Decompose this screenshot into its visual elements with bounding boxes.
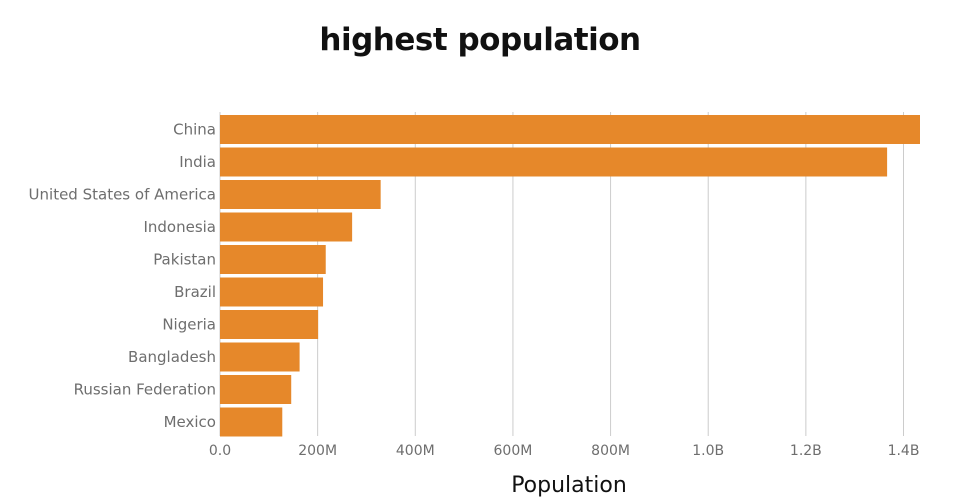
bars — [220, 115, 920, 437]
bar — [220, 375, 292, 404]
x-tick-label: 600M — [494, 443, 533, 459]
category-labels: China India United States of America Indone… — [29, 121, 216, 432]
category-label: United States of America — [29, 186, 216, 204]
x-tick-label: 200M — [298, 443, 337, 459]
bar — [220, 277, 324, 307]
bar — [220, 180, 381, 209]
bar — [220, 245, 326, 274]
chart-title: highest population — [319, 22, 641, 58]
x-tick-label: 800M — [591, 443, 630, 459]
category-label: Russian Federation — [74, 381, 216, 399]
category-label: Bangladesh — [128, 348, 216, 366]
category-label: Mexico — [164, 413, 216, 431]
category-label: Indonesia — [143, 218, 216, 236]
category-label: Pakistan — [153, 251, 216, 269]
category-label: India — [179, 153, 216, 171]
x-tick-label: 1.0B — [692, 443, 724, 459]
x-tick-label: 400M — [396, 443, 435, 459]
category-label: China — [173, 121, 216, 139]
bar — [220, 147, 888, 177]
x-axis-title: Population — [511, 473, 627, 498]
bar — [220, 342, 300, 372]
category-label: Brazil — [174, 283, 216, 301]
bar — [220, 115, 920, 144]
x-tick-label: 0.0 — [209, 443, 231, 459]
x-tick-labels: 0.0 200M 400M 600M 800M 1.0B 1.2B 1.4B — [209, 443, 920, 459]
bar — [220, 310, 319, 339]
category-label: Nigeria — [162, 316, 216, 334]
bar — [220, 407, 283, 437]
x-tick-label: 1.4B — [888, 443, 920, 459]
x-tick-label: 1.2B — [790, 443, 822, 459]
bar — [220, 212, 353, 242]
